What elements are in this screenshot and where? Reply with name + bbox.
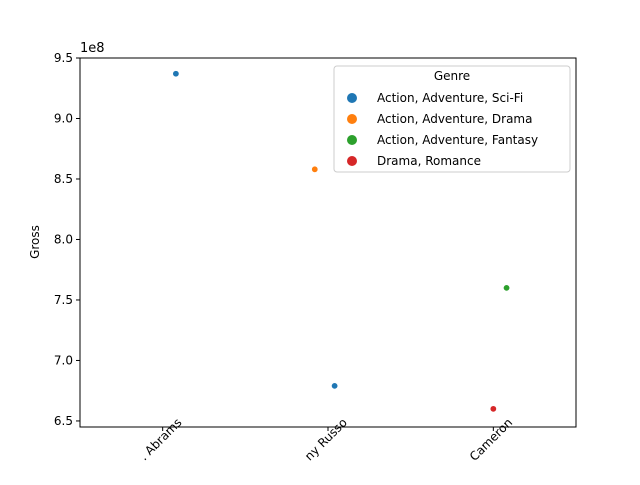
y-tick-label: 8.0 [54,232,73,246]
x-tick-label: Cameron [467,415,515,463]
y-scale-label: 1e8 [80,41,105,56]
y-axis: 6.5 7.0 7.5 8.0 8.5 9.0 9.5 [54,51,80,428]
legend-label: Drama, Romance [377,154,481,168]
legend-marker [347,156,357,166]
x-tick-label: ny Russo [302,415,350,463]
data-point [489,405,497,413]
x-tick-label: . Abrams [137,415,185,463]
y-tick-label: 8.5 [54,172,73,186]
legend-marker [347,93,357,103]
data-points [172,70,511,413]
data-point [172,70,180,78]
legend-label: Action, Adventure, Drama [377,112,532,126]
legend-box [333,65,571,173]
y-tick-label: 6.5 [54,414,73,428]
y-tick-label: 7.5 [54,293,73,307]
x-axis: . Abrams ny Russo Cameron [137,415,516,463]
legend-title: Genre [434,69,470,83]
legend-items: Action, Adventure, Sci-Fi Action, Adventu… [347,91,538,168]
legend-label: Action, Adventure, Fantasy [377,133,538,147]
legend-label: Action, Adventure, Sci-Fi [377,91,523,105]
y-tick-label: 9.0 [54,111,73,125]
y-tick-label: 9.5 [54,51,73,65]
legend-marker [347,135,357,145]
data-point [503,284,511,292]
y-tick-label: 7.0 [54,353,73,367]
data-point [331,382,339,390]
legend-marker [347,114,357,124]
data-point [311,165,319,173]
y-axis-label: Gross [28,225,42,259]
